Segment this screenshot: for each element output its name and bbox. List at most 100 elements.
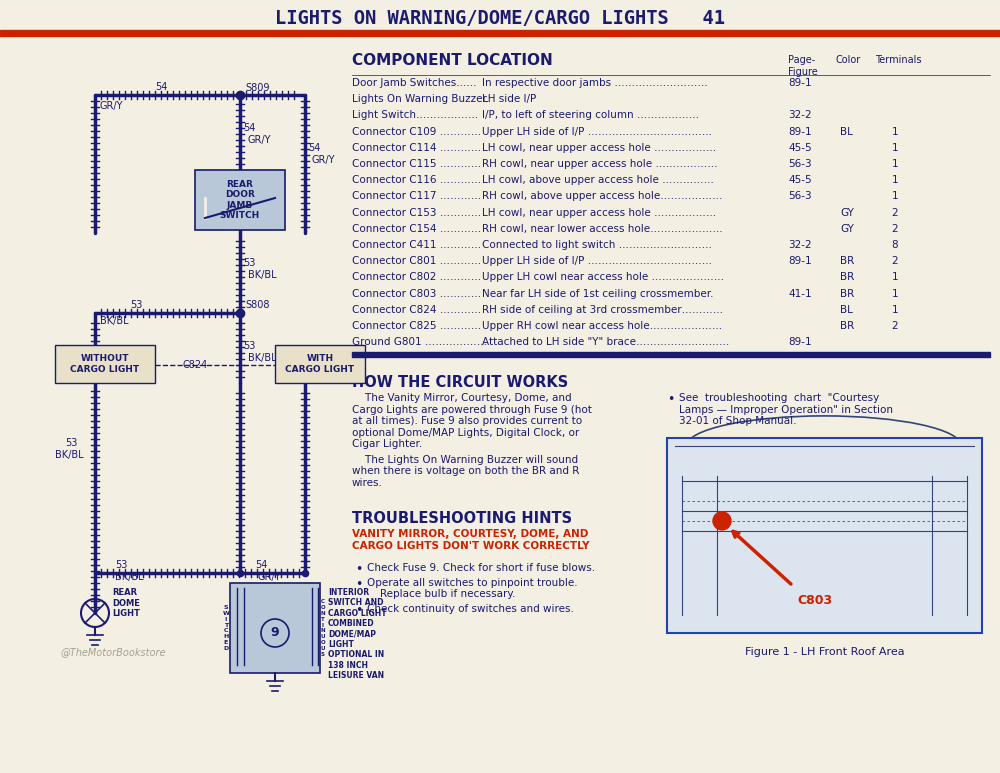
Text: Ground G801 ………………: Ground G801 ……………… <box>352 337 487 347</box>
Text: BK/BL: BK/BL <box>248 270 277 280</box>
Text: BR: BR <box>840 288 854 298</box>
Text: optional Dome/MAP Lights, Digital Clock, or: optional Dome/MAP Lights, Digital Clock,… <box>352 428 579 438</box>
Text: Light Switch………………: Light Switch……………… <box>352 111 478 121</box>
Bar <box>195 170 285 230</box>
Text: 2: 2 <box>892 208 898 218</box>
Text: 53: 53 <box>243 341 255 351</box>
Text: CARGO LIGHTS DON'T WORK CORRECTLY: CARGO LIGHTS DON'T WORK CORRECTLY <box>352 541 590 551</box>
Text: TROUBLESHOOTING HINTS: TROUBLESHOOTING HINTS <box>352 512 572 526</box>
Text: BK/BL: BK/BL <box>100 316 129 326</box>
Text: 54: 54 <box>243 123 255 133</box>
Text: Upper RH cowl near access hole…………………: Upper RH cowl near access hole………………… <box>482 321 722 331</box>
Bar <box>0 30 1000 36</box>
Text: BK/BL: BK/BL <box>55 450 84 460</box>
Text: 1: 1 <box>892 272 898 282</box>
Text: Cigar Lighter.: Cigar Lighter. <box>352 439 422 449</box>
Text: 56-3: 56-3 <box>788 159 812 169</box>
Text: •: • <box>355 604 362 617</box>
Text: C
O
N
T
I
N
U
O
U
S: C O N T I N U O U S <box>321 599 325 656</box>
Text: See  troubleshooting  chart  "Courtesy: See troubleshooting chart "Courtesy <box>679 393 879 404</box>
Text: Operate all switches to pinpoint trouble.: Operate all switches to pinpoint trouble… <box>367 578 578 588</box>
Text: Connector C801 …………: Connector C801 ………… <box>352 256 481 266</box>
Text: BK/BL: BK/BL <box>115 572 144 582</box>
Text: Cargo Lights are powered through Fuse 9 (hot: Cargo Lights are powered through Fuse 9 … <box>352 405 592 415</box>
Bar <box>667 438 982 633</box>
Text: HOW THE CIRCUIT WORKS: HOW THE CIRCUIT WORKS <box>352 376 568 390</box>
Text: GR/Y: GR/Y <box>100 101 124 111</box>
Text: 89-1: 89-1 <box>788 78 812 88</box>
Text: Connector C114 …………: Connector C114 ………… <box>352 143 481 153</box>
Text: LIGHTS ON WARNING/DOME/CARGO LIGHTS   41: LIGHTS ON WARNING/DOME/CARGO LIGHTS 41 <box>275 9 725 28</box>
Text: REAR
DOOR
JAMB
SWITCH: REAR DOOR JAMB SWITCH <box>220 180 260 220</box>
Text: INTERIOR
SWITCH AND
CARGO LIGHT
COMBINED
DOME/MAP
LIGHT
OPTIONAL IN
138 INCH
LEI: INTERIOR SWITCH AND CARGO LIGHT COMBINED… <box>328 588 387 680</box>
Text: LH cowl, above upper access hole ……………: LH cowl, above upper access hole …………… <box>482 175 714 186</box>
Text: Check continuity of switches and wires.: Check continuity of switches and wires. <box>367 604 574 614</box>
Text: 2: 2 <box>892 321 898 331</box>
Text: 41-1: 41-1 <box>788 288 812 298</box>
Text: Connector C824 …………: Connector C824 ………… <box>352 305 481 315</box>
Text: Connector C825 …………: Connector C825 ………… <box>352 321 481 331</box>
Text: 54: 54 <box>308 143 320 153</box>
Text: S809: S809 <box>245 83 270 93</box>
Bar <box>230 583 320 673</box>
Text: Upper LH side of I/P ………………………………: Upper LH side of I/P ……………………………… <box>482 127 712 137</box>
Text: 2: 2 <box>892 256 898 266</box>
Text: VANITY MIRROR, COURTESY, DOME, AND: VANITY MIRROR, COURTESY, DOME, AND <box>352 530 588 540</box>
Text: BK/BL: BK/BL <box>248 353 277 363</box>
Text: BL: BL <box>840 127 853 137</box>
Text: 1: 1 <box>892 127 898 137</box>
Text: •: • <box>667 393 674 407</box>
Text: 56-3: 56-3 <box>788 192 812 202</box>
Text: Connected to light switch ………………………: Connected to light switch ……………………… <box>482 240 712 250</box>
Text: 54: 54 <box>155 82 167 92</box>
Text: RH side of ceiling at 3rd crossmember…………: RH side of ceiling at 3rd crossmember………… <box>482 305 723 315</box>
Text: 2: 2 <box>892 224 898 233</box>
Text: 1: 1 <box>892 288 898 298</box>
Text: Upper LH side of I/P ………………………………: Upper LH side of I/P ……………………………… <box>482 256 712 266</box>
Text: 89-1: 89-1 <box>788 337 812 347</box>
Text: Connector C116 …………: Connector C116 ………… <box>352 175 481 186</box>
Text: GY: GY <box>840 208 854 218</box>
Text: Connector C109 …………: Connector C109 ………… <box>352 127 481 137</box>
Text: Upper LH cowl near access hole …………………: Upper LH cowl near access hole ………………… <box>482 272 724 282</box>
Text: WITHOUT
CARGO LIGHT: WITHOUT CARGO LIGHT <box>70 354 140 373</box>
Text: at all times). Fuse 9 also provides current to: at all times). Fuse 9 also provides curr… <box>352 417 582 427</box>
Text: wires.: wires. <box>352 478 383 488</box>
Text: The Lights On Warning Buzzer will sound: The Lights On Warning Buzzer will sound <box>352 455 578 465</box>
Text: 32-2: 32-2 <box>788 111 812 121</box>
Text: Connector C115 …………: Connector C115 ………… <box>352 159 481 169</box>
Text: Attached to LH side "Y" brace………………………: Attached to LH side "Y" brace……………………… <box>482 337 729 347</box>
Text: 9: 9 <box>271 626 279 639</box>
Text: 32-01 of Shop Manual.: 32-01 of Shop Manual. <box>679 417 796 427</box>
Bar <box>275 345 365 383</box>
Text: RH cowl, near upper access hole ………………: RH cowl, near upper access hole ……………… <box>482 159 718 169</box>
Text: BR: BR <box>840 272 854 282</box>
Text: 53: 53 <box>115 560 127 570</box>
Bar <box>352 352 990 357</box>
Text: Replace bulb if necessary.: Replace bulb if necessary. <box>367 589 515 599</box>
Text: Door Jamb Switches......: Door Jamb Switches...... <box>352 78 477 88</box>
Text: 1: 1 <box>892 143 898 153</box>
Text: 1: 1 <box>892 305 898 315</box>
Text: WITH
CARGO LIGHT: WITH CARGO LIGHT <box>285 354 355 373</box>
Text: •: • <box>355 578 362 591</box>
Text: when there is voltage on both the BR and R: when there is voltage on both the BR and… <box>352 466 579 476</box>
Text: BR: BR <box>840 256 854 266</box>
Text: Connector C802 …………: Connector C802 ………… <box>352 272 481 282</box>
Text: Near far LH side of 1st ceiling crossmember.: Near far LH side of 1st ceiling crossmem… <box>482 288 714 298</box>
Text: 89-1: 89-1 <box>788 127 812 137</box>
Text: 1: 1 <box>892 175 898 186</box>
Text: GR/Y: GR/Y <box>248 135 272 145</box>
Text: 89-1: 89-1 <box>788 256 812 266</box>
Text: Terminals: Terminals <box>875 55 922 65</box>
Text: 8: 8 <box>892 240 898 250</box>
Text: Color: Color <box>835 55 860 65</box>
Text: 45-5: 45-5 <box>788 143 812 153</box>
Text: @TheMotorBookstore: @TheMotorBookstore <box>60 647 166 657</box>
Text: Connector C153 …………: Connector C153 ………… <box>352 208 481 218</box>
Circle shape <box>713 512 731 530</box>
Text: •: • <box>355 564 362 577</box>
Text: S
W
I
T
C
H
E
D: S W I T C H E D <box>223 605 229 651</box>
Text: 53: 53 <box>65 438 77 448</box>
Text: GR/Y: GR/Y <box>258 572 282 582</box>
